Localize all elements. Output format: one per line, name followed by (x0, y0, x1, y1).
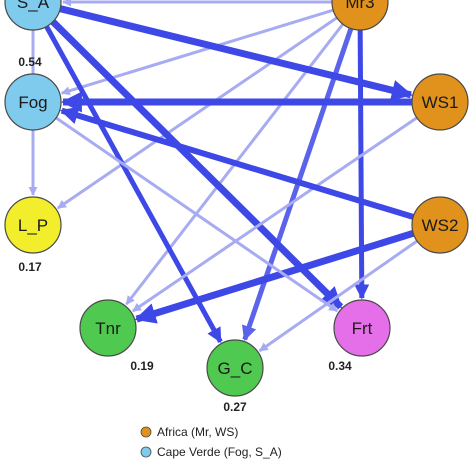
node-s_a: S_A (4, 0, 62, 31)
node-label: Frt (352, 319, 373, 338)
node-label: WS2 (422, 216, 459, 235)
legend-item: Africa (Mr, WS) (140, 425, 238, 439)
edge-ws2-to-tnr (134, 229, 417, 324)
edge-mr3-to-frt (354, 27, 370, 300)
node-value-frt: 0.34 (328, 359, 352, 373)
node-ws1: WS1 (411, 73, 469, 131)
edge-mr3-to-l_p (56, 15, 340, 210)
edge-ws1-to-tnr (131, 115, 420, 313)
node-label: G_C (218, 359, 253, 378)
edges-layer (28, 0, 420, 353)
legend-label: Cape Verde (Fog, S_A) (157, 445, 282, 459)
node-circle (411, 196, 469, 254)
node-ws2: WS2 (411, 196, 469, 254)
node-value-l_p: 0.17 (18, 260, 42, 274)
legend-item: Cape Verde (Fog, S_A) (140, 445, 282, 459)
edge-s_a-to-g_c (43, 23, 223, 344)
node-label: L_P (18, 216, 48, 235)
node-value-tnr: 0.19 (130, 359, 154, 373)
node-circle (79, 299, 137, 357)
node-fog: Fog (4, 73, 62, 131)
legend-dot-icon (140, 446, 152, 458)
legend: Africa (Mr, WS) Cape Verde (Fog, S_A) (140, 425, 282, 459)
node-label: WS1 (422, 93, 459, 112)
node-value-fog: 0.54 (18, 55, 42, 69)
node-circle (411, 73, 469, 131)
legend-dot-icon (140, 426, 152, 438)
node-circle (206, 339, 264, 397)
node-circle (4, 196, 62, 254)
nodes-layer: S_A Mr3 Fog 0.54 WS1 L_P 0.17 WS2 Tnr 0.19 G_C 0.27… (4, 0, 469, 414)
node-mr3: Mr3 (331, 0, 389, 31)
node-g_c: G_C (206, 339, 264, 397)
edge-ws2-to-g_c (258, 238, 420, 353)
node-circle (333, 299, 391, 357)
node-frt: Frt (333, 299, 391, 357)
edge-fog-to-frt (53, 115, 339, 313)
legend-label: Africa (Mr, WS) (157, 425, 238, 439)
node-circle (4, 73, 62, 131)
node-label: Tnr (95, 319, 121, 338)
node-tnr: Tnr (79, 299, 137, 357)
node-value-g_c: 0.27 (223, 400, 247, 414)
node-circle (331, 0, 389, 31)
node-l_p: L_P (4, 196, 62, 254)
node-label: Mr3 (345, 0, 374, 12)
edge-ws2-to-fog (59, 106, 416, 221)
node-circle (4, 0, 62, 31)
edge-s_a-to-frt (49, 17, 344, 310)
node-label: Fog (18, 93, 47, 112)
node-label: S_A (17, 0, 50, 12)
edge-s_a-to-ws1 (57, 4, 413, 101)
